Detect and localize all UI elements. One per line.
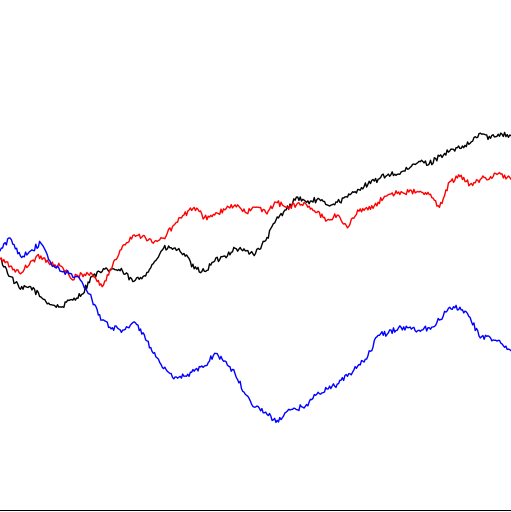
series-line-3	[0, 237, 511, 424]
series-line-2	[0, 171, 511, 288]
series-line-1	[0, 131, 511, 309]
series-layer	[0, 131, 511, 424]
